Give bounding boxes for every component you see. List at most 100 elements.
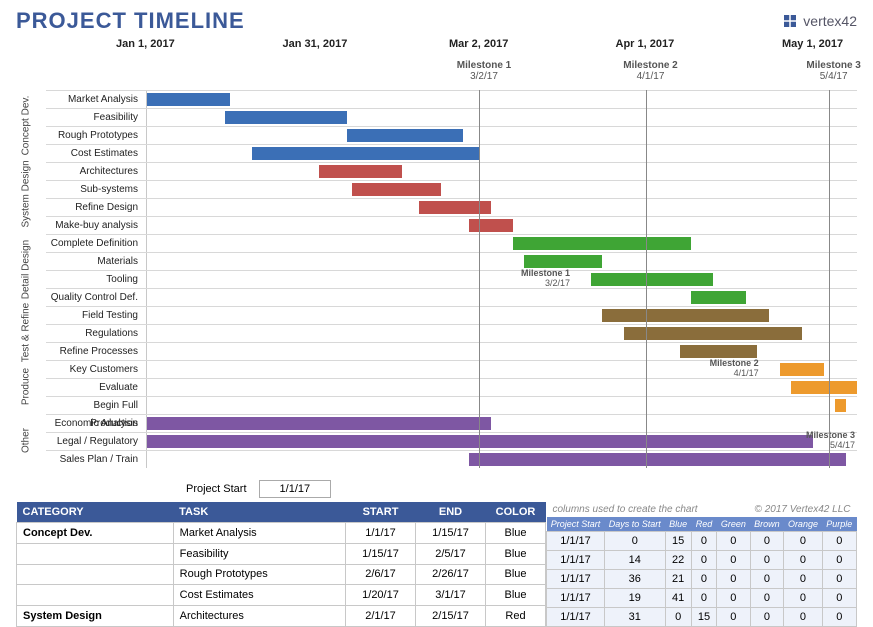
- calc-cell: 0: [822, 570, 856, 589]
- table-cell[interactable]: Blue: [486, 564, 546, 585]
- table-row: Feasibility1/15/172/5/17Blue: [17, 543, 546, 564]
- calc-row: 1/1/17194100000: [547, 589, 857, 608]
- calc-row: 1/1/17142200000: [547, 551, 857, 570]
- gantt-bar: [147, 435, 813, 448]
- gantt-row: Materials: [46, 252, 857, 270]
- table-cell[interactable]: 2/26/17: [416, 564, 486, 585]
- milestone-label: Milestone 13/2/17: [449, 60, 519, 82]
- calc-header: Blue: [665, 517, 691, 532]
- table-cell[interactable]: [17, 585, 174, 606]
- table-hint: columns used to create the chart: [547, 502, 717, 517]
- gantt-bar: [419, 201, 491, 214]
- task-label: Key Customers: [46, 361, 142, 379]
- group-label: Detail Design: [21, 240, 32, 300]
- project-start-value[interactable]: 1/1/17: [259, 480, 332, 498]
- table-cell[interactable]: System Design: [17, 606, 174, 627]
- gantt-bar: [602, 309, 769, 322]
- calc-cell: 0: [691, 589, 716, 608]
- table-row: Rough Prototypes2/6/172/26/17Blue: [17, 564, 546, 585]
- gantt-bar: [513, 237, 691, 250]
- date-tick: Mar 2, 2017: [449, 38, 508, 50]
- gantt-bar: [524, 255, 602, 268]
- table-header: TASK: [173, 502, 345, 523]
- table-cell[interactable]: Architectures: [173, 606, 345, 627]
- calc-header: Brown: [750, 517, 784, 532]
- table-cell[interactable]: 2/5/17: [416, 543, 486, 564]
- task-label: Quality Control Def.: [46, 289, 142, 307]
- task-label: Complete Definition: [46, 235, 142, 253]
- calc-cell: 22: [665, 551, 691, 570]
- table-cell[interactable]: 3/1/17: [416, 585, 486, 606]
- gantt-bar: [347, 129, 464, 142]
- gantt-row: Field Testing: [46, 306, 857, 324]
- table-cell[interactable]: 1/15/17: [346, 543, 416, 564]
- calc-header: Purple: [822, 517, 856, 532]
- task-label: Market Analysis: [46, 91, 142, 109]
- calc-cell: 0: [691, 570, 716, 589]
- gantt-bar: [252, 147, 480, 160]
- calc-cell: 1/1/17: [547, 589, 605, 608]
- table-cell[interactable]: 2/15/17: [416, 606, 486, 627]
- table-cell[interactable]: Blue: [486, 585, 546, 606]
- task-label: Economic Analysis: [46, 415, 142, 433]
- copyright: © 2017 Vertex42 LLC: [717, 502, 857, 517]
- table-cell[interactable]: Cost Estimates: [173, 585, 345, 606]
- table-cell[interactable]: 1/20/17: [346, 585, 416, 606]
- project-start-label: Project Start: [186, 483, 247, 495]
- calc-cell: 0: [717, 589, 750, 608]
- calc-cell: 0: [784, 608, 822, 627]
- table-cell[interactable]: Blue: [486, 523, 546, 544]
- gantt-row: Refine Design: [46, 198, 857, 216]
- table-cell[interactable]: Market Analysis: [173, 523, 345, 544]
- task-label: Sub-systems: [46, 181, 142, 199]
- table-row: Cost Estimates1/20/173/1/17Blue: [17, 585, 546, 606]
- date-tick: Apr 1, 2017: [616, 38, 675, 50]
- calc-cell: 41: [665, 589, 691, 608]
- table-cell[interactable]: Rough Prototypes: [173, 564, 345, 585]
- task-label: Refine Processes: [46, 343, 142, 361]
- gantt-row: Legal / RegulatoryMilestone 35/4/17: [46, 432, 857, 450]
- gantt-bar: [835, 399, 846, 412]
- table-cell[interactable]: 1/1/17: [346, 523, 416, 544]
- calc-cell: 0: [717, 608, 750, 627]
- table-cell[interactable]: 1/15/17: [416, 523, 486, 544]
- calc-cell: 0: [822, 608, 856, 627]
- gantt-bar: [469, 219, 513, 232]
- table-header: COLOR: [486, 502, 546, 523]
- task-label: Field Testing: [46, 307, 142, 325]
- calc-cell: 0: [750, 532, 784, 551]
- calc-cell: 19: [605, 589, 666, 608]
- gantt-bar: [147, 417, 491, 430]
- task-label: Regulations: [46, 325, 142, 343]
- group-label: System Design: [21, 168, 32, 228]
- calc-cell: 0: [665, 608, 691, 627]
- calc-cell: 1/1/17: [547, 608, 605, 627]
- table-cell[interactable]: [17, 543, 174, 564]
- date-tick: Jan 1, 2017: [116, 38, 175, 50]
- gantt-row: Architectures: [46, 162, 857, 180]
- gantt-row: Feasibility: [46, 108, 857, 126]
- gantt-row: Complete Definition: [46, 234, 857, 252]
- gantt-row: ToolingMilestone 13/2/17: [46, 270, 857, 288]
- table-cell[interactable]: 2/1/17: [346, 606, 416, 627]
- table-cell[interactable]: [17, 564, 174, 585]
- gantt-row: Make-buy analysis: [46, 216, 857, 234]
- table-cell[interactable]: Blue: [486, 543, 546, 564]
- milestone-line: [829, 90, 830, 468]
- calc-cell: 0: [691, 551, 716, 570]
- table-cell[interactable]: Concept Dev.: [17, 523, 174, 544]
- table-cell[interactable]: 2/6/17: [346, 564, 416, 585]
- milestone-label: Milestone 24/1/17: [616, 60, 686, 82]
- task-label: Cost Estimates: [46, 145, 142, 163]
- task-label: Feasibility: [46, 109, 142, 127]
- task-label: Refine Design: [46, 199, 142, 217]
- calc-cell: 0: [750, 551, 784, 570]
- gantt-row: Regulations: [46, 324, 857, 342]
- task-label: Rough Prototypes: [46, 127, 142, 145]
- calc-cell: 0: [691, 532, 716, 551]
- table-cell[interactable]: Red: [486, 606, 546, 627]
- calc-row: 1/1/17310150000: [547, 608, 857, 627]
- gantt-bar: [780, 363, 824, 376]
- calc-cell: 0: [822, 589, 856, 608]
- table-cell[interactable]: Feasibility: [173, 543, 345, 564]
